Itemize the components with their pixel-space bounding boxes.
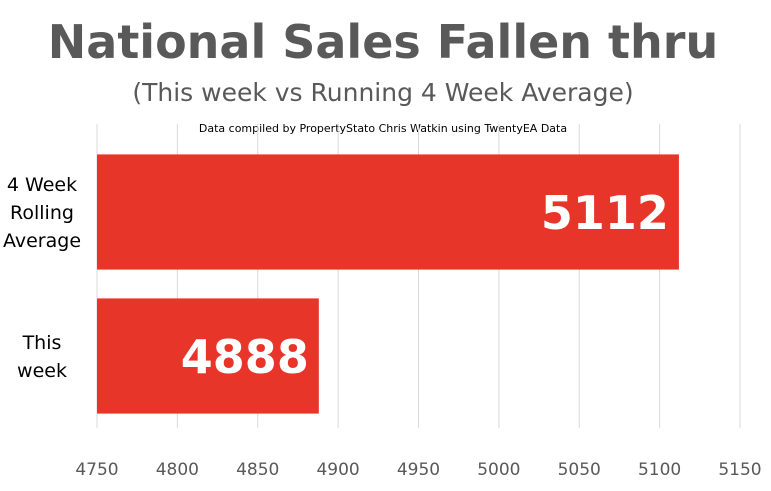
category-labels: 4 Week Rolling Average This week	[3, 174, 81, 382]
bars: 5112 4888	[97, 154, 679, 414]
x-tick-label: 5100	[638, 460, 681, 480]
x-tick-label: 5050	[558, 460, 601, 480]
data-label: 4888	[181, 330, 309, 384]
category-label-line: Average	[3, 230, 81, 252]
x-tick-label: 5000	[477, 460, 520, 480]
x-axis-ticks: 4750 4800 4850 4900 4950 5000 5050 5100 5150	[75, 460, 761, 480]
category-label-line: week	[17, 360, 67, 382]
bar	[97, 154, 679, 270]
category-label: 4 Week Rolling Average	[3, 174, 81, 252]
x-tick-label: 4950	[397, 460, 440, 480]
x-tick-label: 5150	[718, 460, 761, 480]
data-label: 5112	[541, 186, 669, 240]
x-tick-label: 4900	[316, 460, 359, 480]
category-label-line: This	[22, 332, 62, 354]
x-tick-label: 4850	[236, 460, 279, 480]
category-label-line: 4 Week	[7, 174, 77, 196]
bar	[97, 298, 319, 414]
chart-source-note: Data compiled by PropertyStato Chris Wat…	[199, 122, 567, 135]
x-tick-label: 4800	[156, 460, 199, 480]
category-label-line: Rolling	[10, 202, 74, 224]
chart-subtitle: (This week vs Running 4 Week Average)	[132, 78, 633, 107]
x-tick-label: 4750	[75, 460, 118, 480]
category-label: This week	[17, 332, 67, 382]
chart-title: National Sales Fallen thru	[48, 15, 718, 69]
